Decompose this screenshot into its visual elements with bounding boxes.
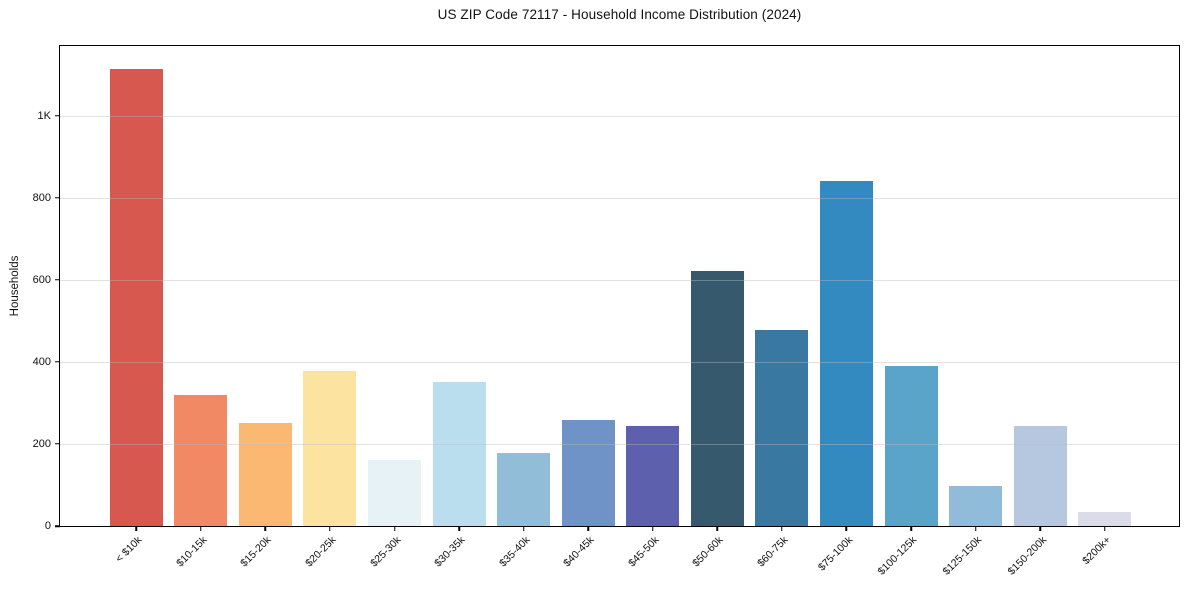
bar-$100-125k bbox=[884, 366, 938, 526]
plot-area: 0 200 400 600 800 1K < $10k $10-15k $15-20k $20-2… bbox=[33, 45, 1180, 578]
x-tick-mark bbox=[845, 526, 848, 531]
x-tick-label: $150-200k bbox=[1005, 534, 1049, 578]
y-tick-mark bbox=[55, 114, 60, 117]
bar-$150-200k bbox=[1013, 426, 1067, 526]
x-tick-label: $50-60k bbox=[690, 534, 726, 570]
x-tick-mark bbox=[974, 526, 977, 531]
y-tick-label: 200 bbox=[32, 437, 51, 450]
x-tick-label: $15-20k bbox=[238, 534, 274, 570]
bar-$50-60k bbox=[690, 270, 744, 526]
chart-title: US ZIP Code 72117 - Household Income Dis… bbox=[437, 7, 802, 22]
y-tick-label: 400 bbox=[32, 355, 51, 368]
gridline-y-1K bbox=[60, 115, 1179, 117]
x-tick-label: $75-100k bbox=[815, 534, 855, 574]
bar-$75-100k bbox=[819, 181, 873, 526]
y-axis-title: Households bbox=[9, 255, 21, 317]
bar-$15-20k bbox=[238, 423, 292, 526]
x-tick-label: $10-15k bbox=[174, 534, 210, 570]
bar-$40-45k bbox=[561, 420, 615, 526]
y-tick-mark bbox=[55, 197, 60, 199]
x-tick-mark bbox=[716, 526, 719, 531]
bar-$125-150k bbox=[949, 486, 1003, 526]
x-tick-label: $40-45k bbox=[561, 534, 597, 570]
bar-$200k+ bbox=[1078, 512, 1132, 526]
x-tick-label: $125-150k bbox=[940, 534, 985, 578]
x-tick-mark bbox=[910, 526, 912, 531]
x-tick-mark bbox=[587, 526, 589, 531]
bar-$60-75k bbox=[755, 330, 809, 526]
y-tick-label: 800 bbox=[32, 191, 51, 204]
x-tick-mark bbox=[522, 526, 525, 531]
x-tick-label: $20-25k bbox=[303, 534, 339, 570]
x-tick-label: $100-125k bbox=[875, 534, 920, 578]
bar-$20-25k bbox=[303, 370, 357, 526]
bar-$10-15k bbox=[174, 394, 228, 526]
x-tick-mark bbox=[1039, 526, 1041, 531]
y-tick-label: 0 bbox=[44, 520, 51, 532]
x-tick-mark bbox=[329, 526, 331, 531]
x-tick-mark bbox=[264, 526, 267, 531]
x-tick-label: $45-50k bbox=[625, 534, 662, 570]
gridline-y-400 bbox=[60, 361, 1179, 363]
x-tick-mark bbox=[458, 526, 460, 531]
y-tick-label: 600 bbox=[32, 273, 51, 286]
x-tick-label: $35-40k bbox=[496, 534, 533, 570]
gridline-y-800 bbox=[60, 197, 1179, 199]
x-tick-label: $200k+ bbox=[1080, 534, 1114, 568]
y-tick-label: 1K bbox=[37, 109, 51, 122]
bar-$30-35k bbox=[432, 382, 486, 526]
x-tick-mark bbox=[393, 526, 396, 531]
x-tick-label: $60-75k bbox=[755, 534, 791, 570]
x-tick-label: < $10k bbox=[113, 534, 145, 565]
gridline-y-600 bbox=[60, 279, 1179, 281]
x-tick-label: $30-35k bbox=[432, 534, 468, 570]
x-tick-mark bbox=[781, 526, 783, 531]
x-tick-mark bbox=[135, 526, 138, 531]
gridline-y-200 bbox=[60, 443, 1179, 445]
x-tick-mark bbox=[1103, 526, 1106, 531]
x-tick-mark bbox=[200, 526, 202, 531]
y-tick-mark bbox=[55, 525, 60, 527]
y-tick-mark bbox=[55, 443, 60, 445]
bar-$45-50k bbox=[626, 426, 680, 526]
y-tick-mark bbox=[55, 361, 60, 363]
x-tick-label: $25-30k bbox=[367, 534, 404, 570]
bar-< $10k bbox=[109, 68, 163, 526]
x-tick-mark bbox=[652, 526, 654, 531]
y-tick-mark bbox=[55, 279, 60, 281]
bar-$35-40k bbox=[497, 452, 551, 526]
bar-$25-30k bbox=[368, 459, 422, 526]
